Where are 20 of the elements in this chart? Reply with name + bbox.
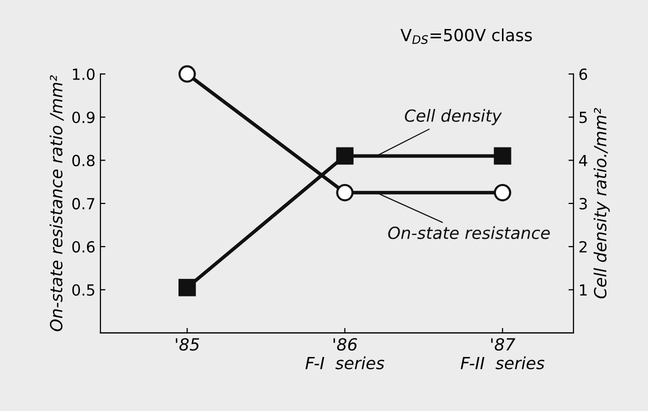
- y-tick-label: 0.6: [72, 241, 95, 253]
- x-tick-label: '86 F-I series: [306, 338, 384, 370]
- y2-tick-label: 5: [580, 112, 587, 124]
- y2-tick-label: 1: [580, 284, 587, 296]
- y2-axis-title: Cell density ratio./mm²: [594, 108, 610, 298]
- series-label: Cell density: [404, 109, 502, 126]
- y-axis-title: On-state resistance ratio /mm²: [50, 75, 64, 332]
- y2-tick-label: 3: [580, 198, 587, 210]
- x-tick-label: '87 F-II series: [460, 338, 544, 370]
- y2-tick-label: 6: [579, 68, 588, 80]
- y-tick-label: 1.0: [72, 68, 95, 80]
- x-tick-label: '85: [176, 338, 200, 351]
- y2-tick-label: 2: [579, 241, 587, 252]
- legend-label: On-state resistance: [388, 226, 550, 240]
- y-tick-label: 0.7: [72, 198, 94, 210]
- y-tick-label: 0.5: [72, 284, 94, 296]
- y-tick-label: 0.8: [72, 154, 95, 166]
- text: V$_{DS}$=500V class: [400, 28, 532, 44]
- y2-tick-label: 4: [579, 154, 588, 166]
- y-tick-label: 0.9: [72, 112, 95, 124]
